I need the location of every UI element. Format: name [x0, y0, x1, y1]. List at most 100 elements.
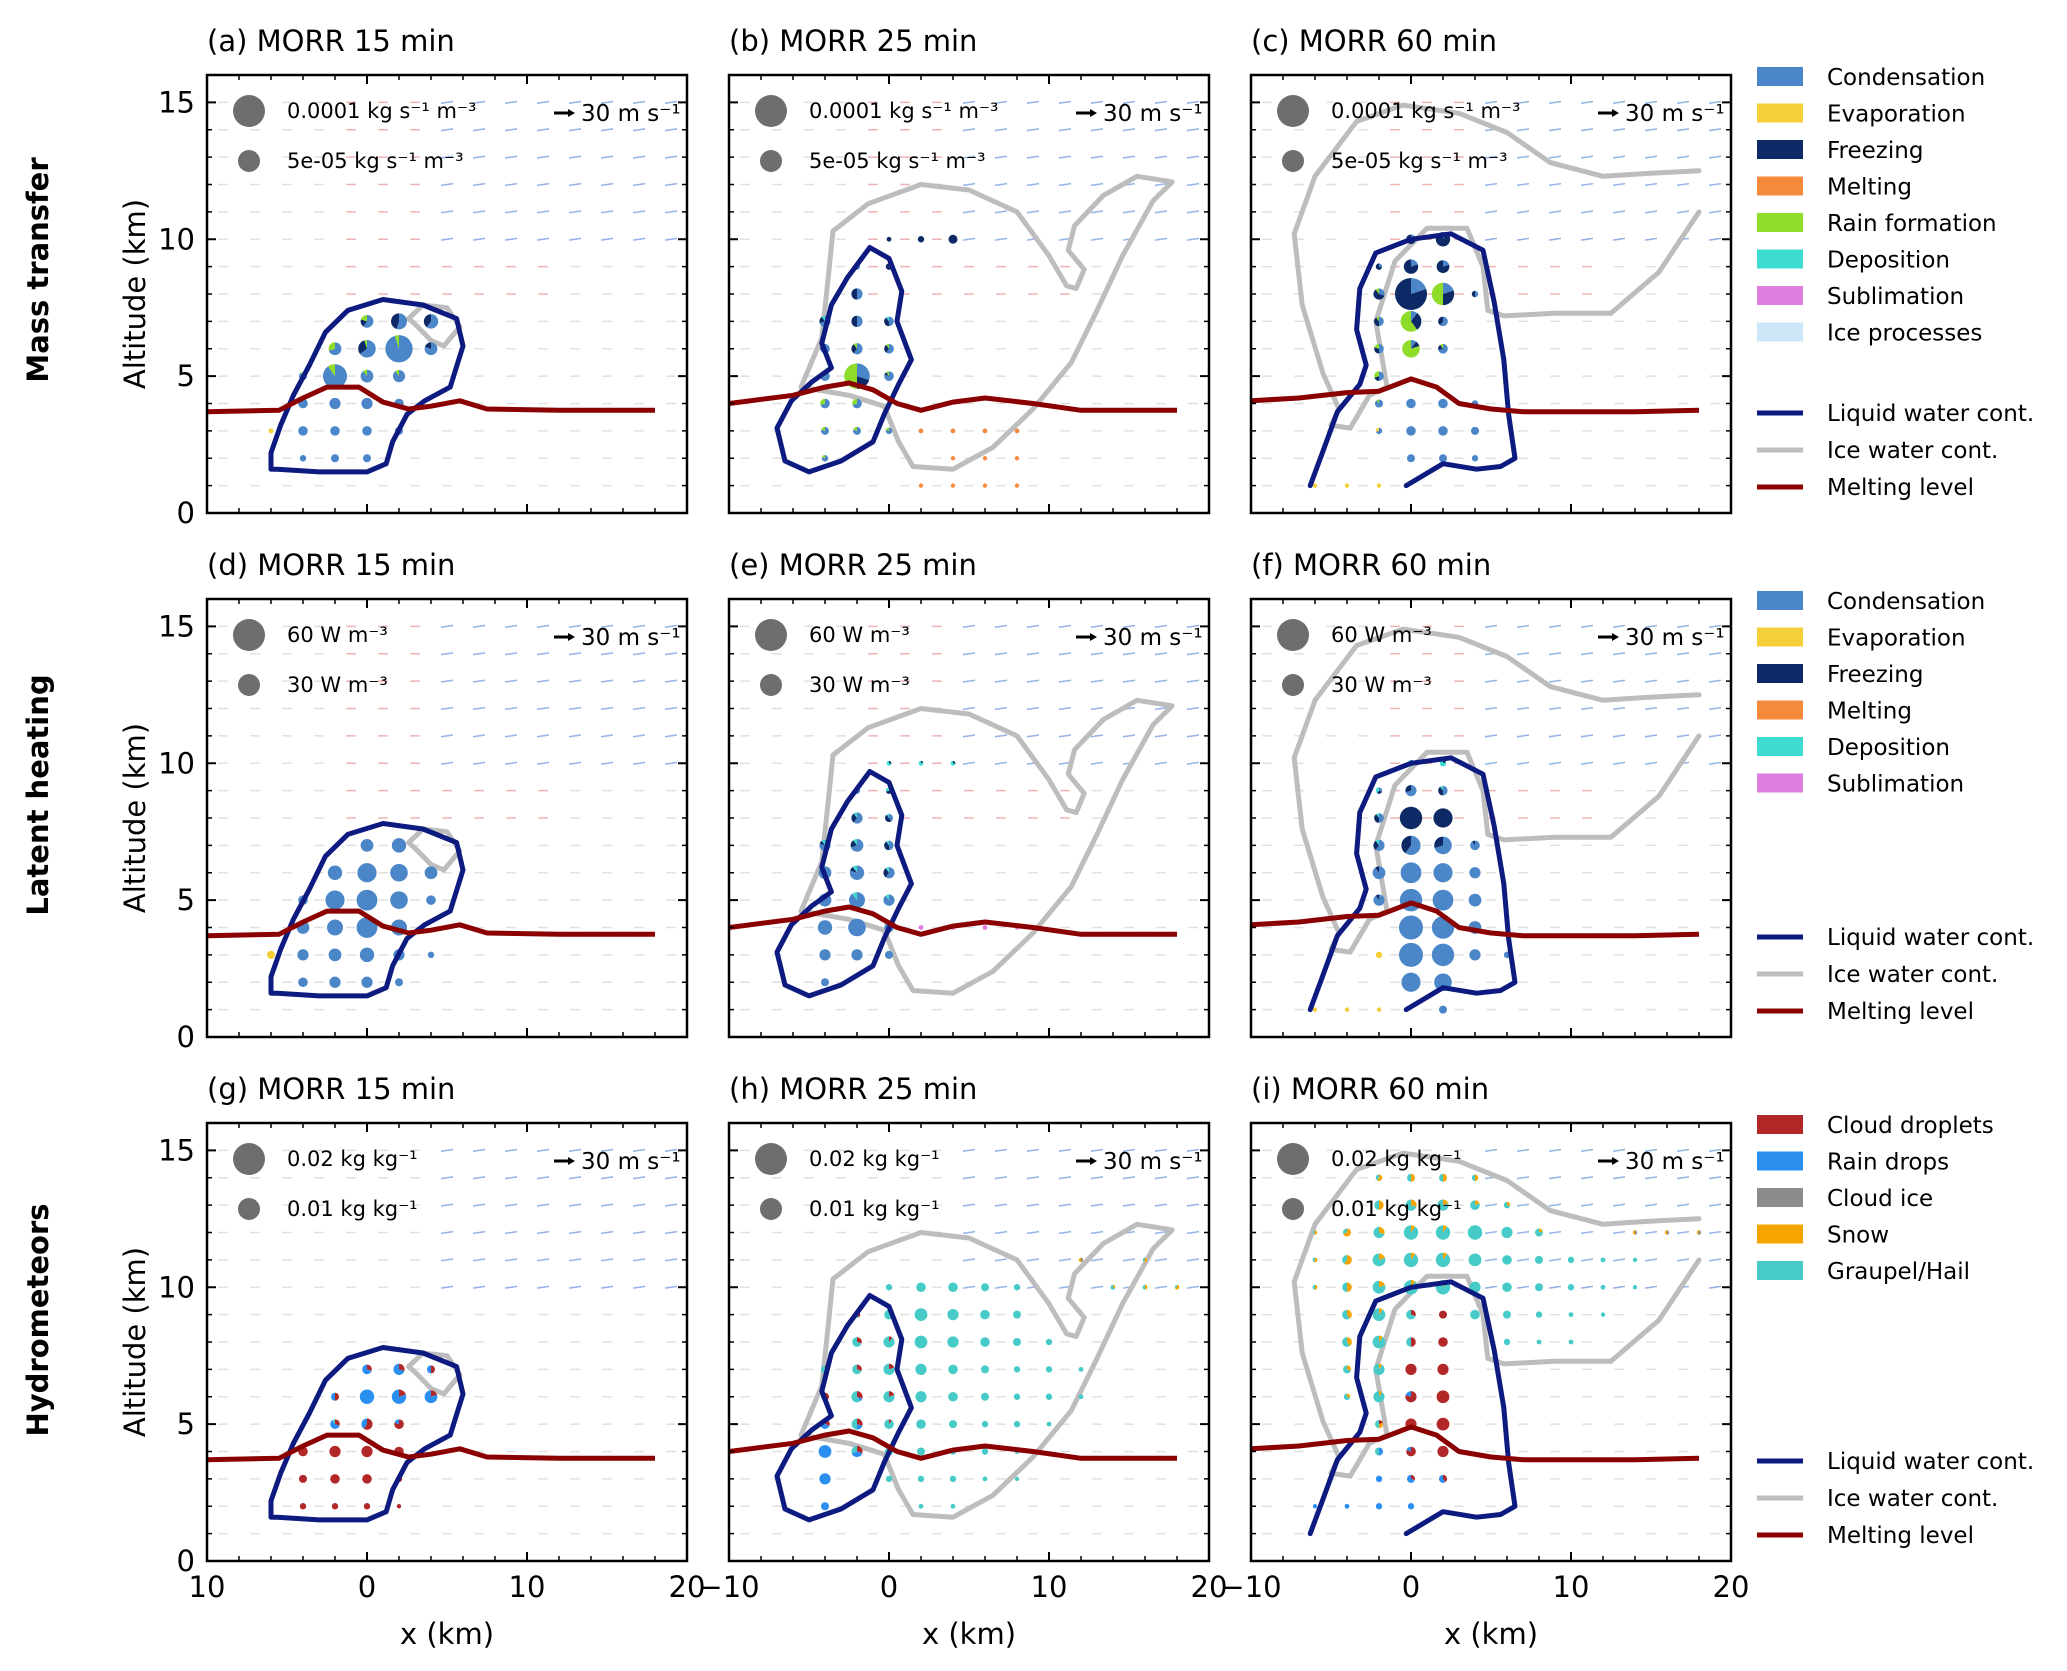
wind-arrow [1612, 182, 1626, 187]
pie-marker [1401, 972, 1421, 992]
pie-slice [852, 892, 857, 901]
pie-slice [424, 866, 438, 880]
pie-marker [1312, 1007, 1318, 1012]
pie-slice [981, 1365, 989, 1374]
pie-marker [1406, 398, 1416, 409]
y-tick-label: 15 [158, 85, 195, 119]
wind-arrow [1612, 100, 1626, 105]
size-reference-circle [760, 674, 782, 696]
legend-label: Melting level [1827, 1523, 1974, 1549]
wind-arrow [472, 1285, 486, 1289]
pie-slice [394, 335, 399, 349]
wind-arrow [440, 761, 454, 765]
pie-slice [1437, 1199, 1449, 1211]
pie-slice [1470, 840, 1480, 851]
pie-marker [1439, 454, 1447, 463]
pie-marker [1437, 1363, 1449, 1375]
wind-arrow [1122, 155, 1136, 159]
pie-slice [1664, 1230, 1667, 1235]
pie-slice [426, 895, 436, 905]
wind-arrow [600, 734, 614, 738]
y-axis-label: Altitude (km) [118, 723, 152, 913]
pie-marker [818, 1445, 832, 1458]
wind-arrow [600, 1258, 614, 1262]
pie-slice [1375, 1447, 1379, 1456]
pie-marker [948, 1282, 958, 1293]
wind-arrow [1516, 100, 1530, 105]
pie-slice [1468, 1253, 1482, 1267]
pie-slice [821, 455, 825, 459]
wind-arrow [1484, 679, 1498, 683]
pie-marker [424, 1390, 438, 1404]
pie-marker [1567, 1256, 1575, 1264]
pie-marker [1401, 835, 1421, 855]
pie-marker [980, 1309, 990, 1320]
wind-arrow [1154, 1203, 1168, 1207]
pie-slice [1399, 806, 1423, 830]
pie-slice [1379, 316, 1384, 327]
pie-marker [1439, 1005, 1447, 1014]
x-tick-label: 20 [1191, 1570, 1228, 1604]
wind-arrow [1484, 734, 1498, 738]
pie-slice [1045, 1366, 1053, 1373]
pie-slice [1045, 1338, 1053, 1346]
pie-slice [1438, 344, 1443, 351]
wind-arrow [1090, 100, 1104, 105]
reference-arrow-label: 30 m s⁻¹ [1625, 101, 1725, 127]
pie-slice [950, 1503, 956, 1509]
size-reference-circle [1277, 619, 1309, 651]
size-reference-circle [760, 1198, 782, 1220]
pie-marker [1470, 840, 1480, 851]
pie-slice [950, 428, 956, 434]
pie-marker [1373, 1363, 1385, 1375]
pie-slice [883, 1336, 895, 1348]
pie-slice [1411, 341, 1420, 349]
pie-marker [1403, 1252, 1419, 1268]
pie-slice [1401, 835, 1411, 854]
pie-slice [821, 839, 825, 846]
wind-arrow [664, 128, 678, 132]
plot-area [729, 100, 1200, 488]
pie-slice [1406, 1446, 1416, 1457]
wind-arrow [1548, 1148, 1562, 1153]
pie-marker [1374, 371, 1384, 381]
wind-arrow [600, 679, 614, 683]
pie-marker [1438, 1337, 1448, 1347]
pie-marker [1014, 428, 1020, 434]
pie-slice [1440, 785, 1443, 791]
wind-arrow [472, 706, 486, 711]
wind-arrow [1548, 761, 1562, 765]
legend-swatch [1757, 737, 1803, 756]
wind-arrow [1484, 624, 1498, 629]
pie-slice [1406, 1446, 1411, 1452]
wind-arrow [632, 652, 646, 656]
wind-arrow [1122, 100, 1136, 105]
liquid-water-contour [774, 245, 914, 475]
pie-marker [390, 891, 408, 909]
pie-marker [1375, 263, 1383, 270]
pie-marker [1407, 1173, 1415, 1182]
wind-arrow [962, 679, 976, 683]
panel-e: (e) MORR 25 min 60 W m⁻³ 30 W m⁻³ 30 m s⁻¹ [727, 548, 1211, 1039]
pie-marker [1312, 1257, 1318, 1263]
pie-slice [327, 919, 343, 936]
pie-marker [1568, 1312, 1574, 1318]
legend-swatch [1757, 103, 1803, 123]
panel-b: (b) MORR 25 min 0.0001 kg s⁻¹ m⁻³ 5e-05 kg… [727, 24, 1211, 515]
pie-marker [851, 949, 863, 961]
pie-marker [981, 1283, 989, 1292]
pie-marker [1503, 1338, 1511, 1346]
pie-marker [1174, 1285, 1180, 1290]
wind-arrow [1186, 624, 1200, 629]
size-reference-label: 30 W m⁻³ [287, 673, 388, 697]
wind-arrow [1154, 210, 1168, 214]
pie-marker [394, 1419, 404, 1429]
panel-title: (f) MORR 60 min [1251, 548, 1491, 582]
wind-arrow [472, 652, 486, 656]
pie-slice [393, 1363, 405, 1375]
pie-marker [918, 483, 924, 488]
pie-slice [1174, 1285, 1180, 1290]
x-tick-label: −10 [1220, 1570, 1281, 1604]
pie-slice [1433, 808, 1453, 828]
size-reference-label: 0.0001 kg s⁻¹ m⁻³ [287, 99, 476, 123]
